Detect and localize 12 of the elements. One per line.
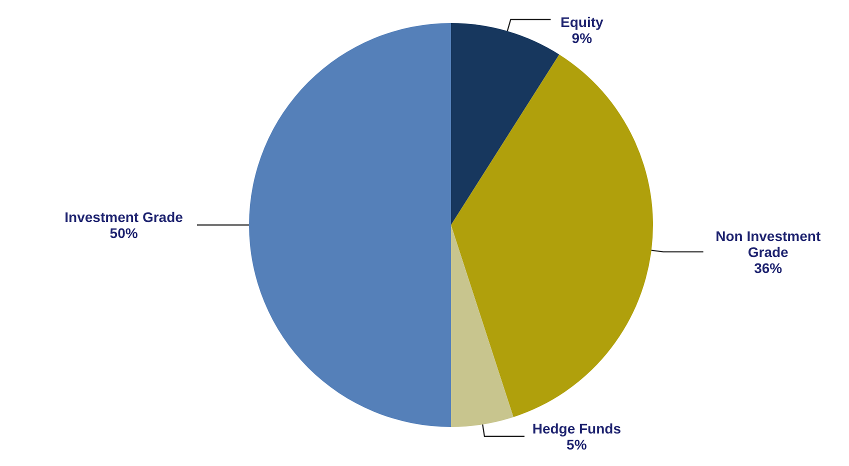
pie-slice <box>451 225 514 427</box>
data-label: 36% <box>754 260 783 276</box>
data-label: 5% <box>566 436 588 452</box>
pie-slice <box>451 54 653 418</box>
data-label: 50% <box>110 225 138 241</box>
slice-label: Equity <box>560 14 604 30</box>
slice-label: Hedge Funds <box>532 420 622 436</box>
pie-slice <box>451 23 560 225</box>
slice-label: Non Investment Grade <box>716 228 821 260</box>
pie-slice <box>249 23 451 427</box>
data-label: 9% <box>572 30 593 46</box>
slice-label: Investment Grade <box>64 209 184 225</box>
